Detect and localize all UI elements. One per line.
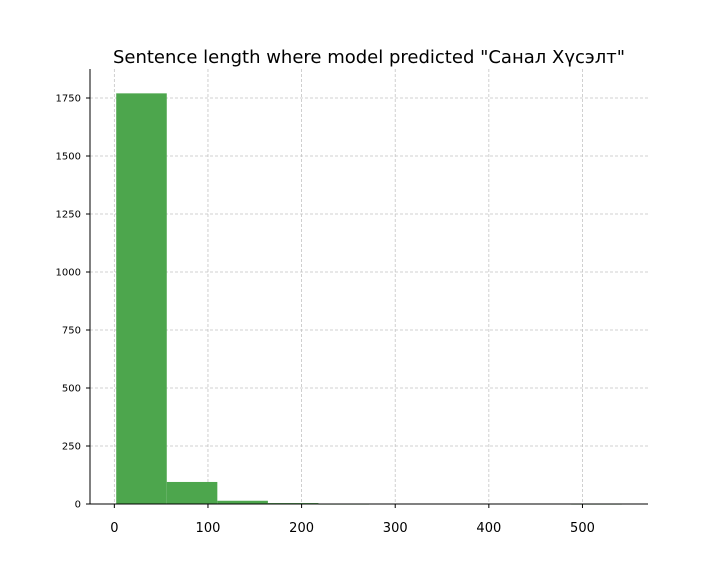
y-tick-label: 750 <box>62 326 81 337</box>
axes-layer <box>89 69 648 505</box>
bars-layer <box>116 93 622 505</box>
y-tick-label: 1000 <box>56 268 81 279</box>
histogram-bar <box>217 500 268 504</box>
x-tick-label: 400 <box>476 521 501 536</box>
x-tick-label: 500 <box>570 521 595 536</box>
y-tick-label: 1500 <box>56 152 81 163</box>
y-tick-label: 250 <box>62 442 81 453</box>
chart-title: Sentence length where model predicted "С… <box>113 47 625 68</box>
x-tick-label: 200 <box>289 521 314 536</box>
ticks-layer: 0 100 200 300 400 500 0 250 500 750 1000 1250 1500 17… <box>56 94 595 537</box>
histogram-bar <box>116 93 167 505</box>
x-tick-label: 100 <box>196 521 221 536</box>
y-tick-label: 500 <box>62 384 81 395</box>
histogram-bar <box>166 481 218 504</box>
x-tick-label: 300 <box>383 521 408 536</box>
grid-layer <box>90 69 648 505</box>
x-tick-label: 0 <box>110 521 118 536</box>
y-tick-label: 0 <box>75 500 81 511</box>
y-tick-label: 1750 <box>56 94 81 105</box>
y-tick-label: 1250 <box>56 210 81 221</box>
